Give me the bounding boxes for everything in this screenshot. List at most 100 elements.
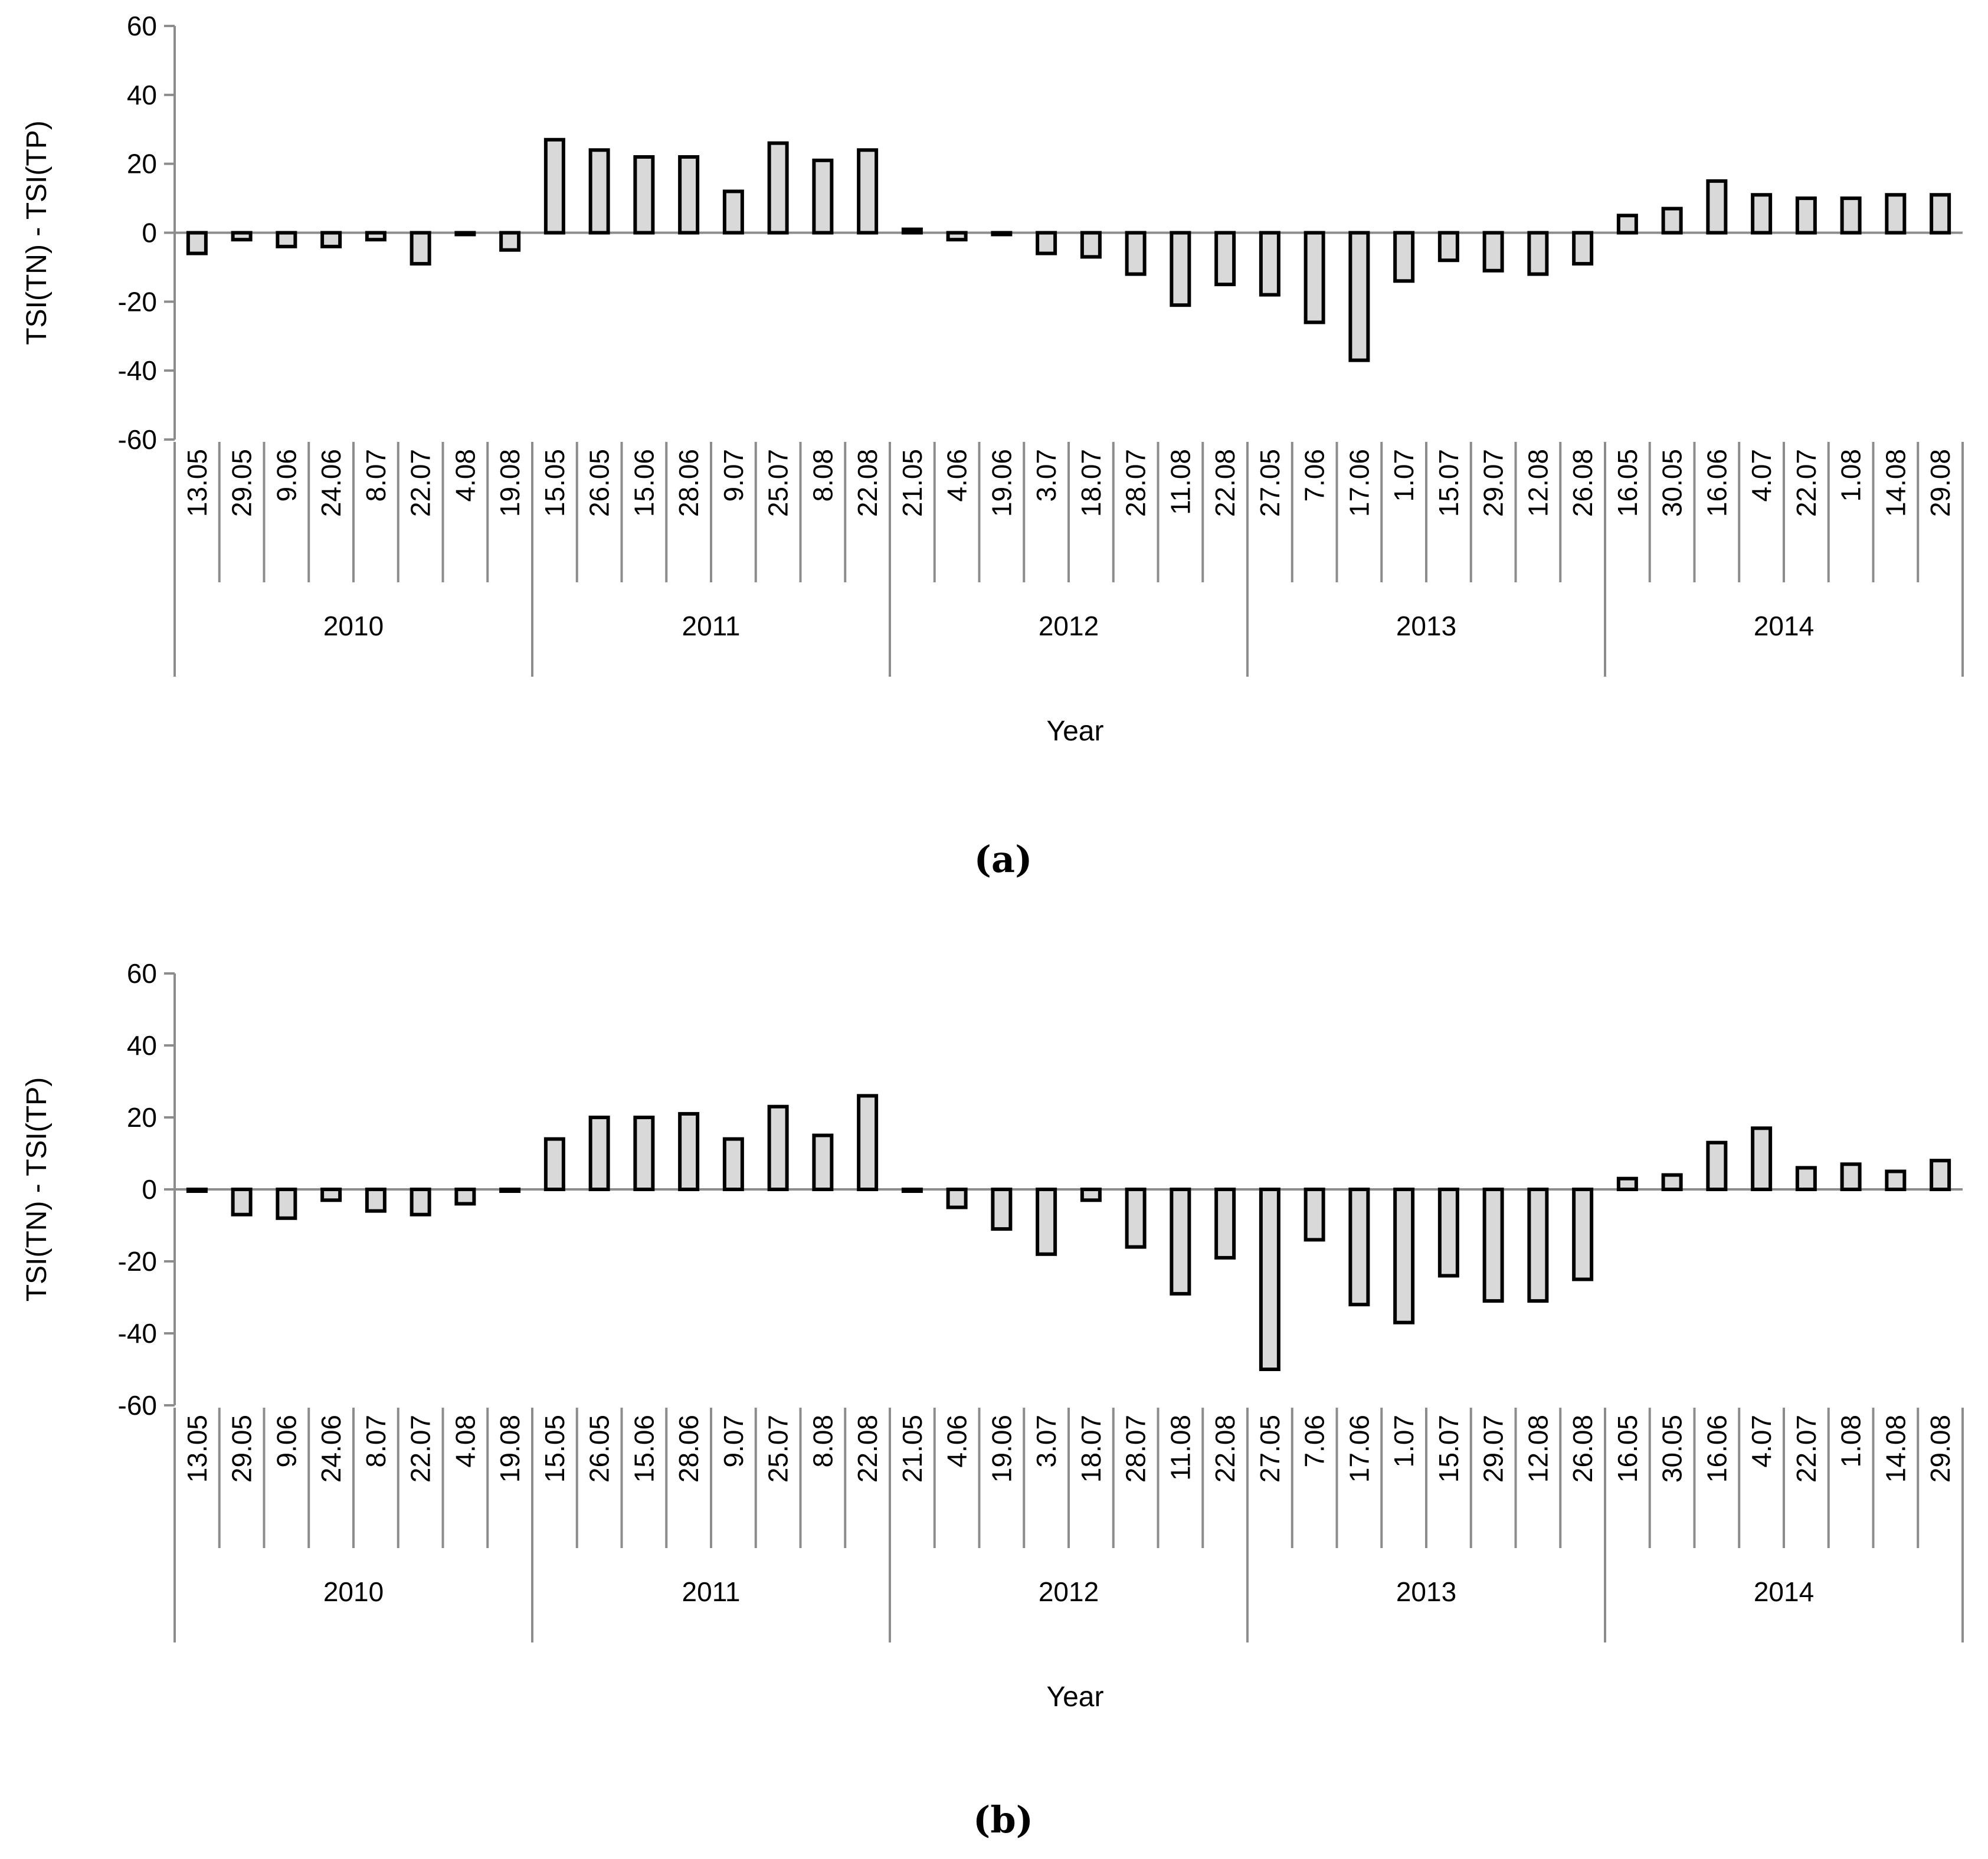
bar-2012-22.08 (1214, 1188, 1236, 1260)
bar-2014-4.07 (1751, 1126, 1773, 1192)
x-category-label: 21.05 (897, 1415, 928, 1483)
bar-2012-11.08 (1170, 1188, 1191, 1296)
x-category-label: 11.08 (1165, 1415, 1196, 1481)
bar-2012-18.07 (1080, 231, 1102, 259)
bar-2012-21.05 (901, 227, 923, 235)
x-category-label: 1.08 (1836, 1415, 1866, 1468)
x-category-label: 29.05 (227, 1415, 257, 1483)
bar-2013-26.08 (1572, 231, 1594, 266)
bar-2014-1.08 (1840, 1162, 1862, 1192)
x-category-label: 4.07 (1746, 1415, 1777, 1468)
x-category-label: 18.07 (1076, 1415, 1106, 1483)
bar-2011-26.05 (588, 148, 610, 235)
x-category-label: 15.07 (1433, 449, 1464, 517)
x-category-label: 13.05 (182, 449, 212, 517)
year-group-label: 2014 (1754, 611, 1814, 641)
y-tick-label: 60 (127, 958, 157, 989)
x-category-label: 29.08 (1925, 449, 1956, 517)
x-category-label: 26.05 (584, 449, 615, 517)
x-category-label: 9.06 (271, 1415, 302, 1468)
year-group-label: 2012 (1039, 611, 1099, 641)
bar-2014-16.05 (1616, 1176, 1638, 1191)
y-tick-label: -60 (118, 1390, 157, 1421)
year-group-label: 2014 (1754, 1576, 1814, 1607)
x-category-label: 30.05 (1657, 449, 1688, 517)
x-category-label: 29.05 (227, 449, 257, 517)
bar-2014-14.08 (1885, 193, 1907, 235)
x-category-label: 4.06 (942, 449, 972, 502)
bar-2010-29.05 (231, 231, 253, 242)
bar-2012-18.07 (1080, 1188, 1102, 1202)
x-category-label: 13.05 (182, 1415, 212, 1483)
x-category-label: 16.06 (1701, 449, 1732, 517)
bar-2013-27.05 (1259, 1188, 1280, 1371)
y-tick-label: 40 (127, 1030, 157, 1061)
x-category-label: 9.06 (271, 449, 302, 502)
bar-2010-19.08 (499, 231, 521, 252)
x-category-label: 9.07 (718, 449, 749, 502)
bar-2011-22.08 (857, 1094, 879, 1192)
year-group-label: 2011 (682, 611, 741, 641)
y-tick-label: 40 (127, 80, 157, 110)
bar-2011-9.07 (722, 1137, 744, 1191)
bar-2013-29.07 (1482, 1188, 1504, 1303)
x-category-label: 27.05 (1255, 449, 1285, 517)
bar-2013-17.06 (1348, 1188, 1370, 1307)
x-category-label: 29.08 (1925, 1415, 1956, 1483)
x-category-label: 28.07 (1121, 1415, 1151, 1483)
bar-2013-26.08 (1572, 1188, 1594, 1281)
y-tick-label: -20 (118, 286, 157, 317)
y-axis-title: TSI(TN) - TSI(TP) (21, 120, 53, 345)
bar-2010-22.07 (410, 1188, 431, 1217)
bar-2012-4.06 (946, 1188, 968, 1209)
x-category-label: 30.05 (1657, 1415, 1688, 1483)
y-tick-label: 0 (142, 218, 157, 248)
bar-2014-16.06 (1706, 1140, 1728, 1191)
bar-2014-16.06 (1706, 179, 1728, 235)
x-category-label: 11.08 (1165, 449, 1196, 515)
x-category-label: 3.07 (1031, 1415, 1062, 1468)
y-tick-label: 20 (127, 149, 157, 179)
x-category-label: 17.06 (1344, 449, 1374, 517)
x-category-label: 24.06 (316, 449, 346, 517)
bar-2014-1.08 (1840, 196, 1862, 235)
x-category-label: 25.07 (763, 449, 794, 517)
year-group-label: 2011 (682, 1576, 741, 1607)
bar-2010-22.07 (410, 231, 431, 266)
chart-panel-b: 60 40 20 0 -20 -40 -60 13.05 29.05 9.06 24.06 8.07 2… (21, 958, 1964, 1841)
bar-2010-19.08 (499, 1188, 521, 1193)
x-category-label: 27.05 (1255, 1415, 1285, 1483)
x-category-label: 19.08 (494, 1415, 525, 1483)
bar-2011-28.06 (678, 155, 700, 235)
x-category-label: 3.07 (1031, 449, 1062, 502)
bar-2014-30.05 (1661, 1173, 1683, 1191)
y-tick-label: 20 (127, 1102, 157, 1133)
y-tick-label: -60 (118, 424, 157, 455)
bar-2013-15.07 (1437, 231, 1459, 263)
y-tick-label: 60 (127, 11, 157, 41)
x-category-label: 14.08 (1880, 449, 1911, 517)
x-category-label: 26.08 (1567, 1415, 1598, 1483)
bar-2012-4.06 (946, 231, 968, 242)
x-category-label: 22.08 (852, 449, 883, 517)
bar-2013-27.05 (1259, 231, 1280, 297)
x-category-label: 16.05 (1612, 1415, 1643, 1483)
x-category-label: 26.05 (584, 1415, 615, 1483)
bar-2011-8.08 (812, 1133, 834, 1191)
bar-2014-14.08 (1885, 1169, 1907, 1191)
bar-2014-4.07 (1751, 193, 1773, 235)
bar-2011-22.08 (857, 148, 879, 235)
bar-2010-4.08 (454, 231, 476, 237)
x-category-label: 19.06 (986, 1415, 1017, 1483)
x-category-label: 21.05 (897, 449, 928, 517)
x-category-label: 28.07 (1121, 449, 1151, 517)
bar-2013-29.07 (1482, 231, 1504, 273)
bar-2013-1.07 (1393, 1188, 1415, 1324)
panel-label: (b) (973, 1798, 1033, 1841)
x-category-label: 4.08 (450, 449, 480, 502)
bar-2010-8.07 (365, 1188, 387, 1213)
x-category-label: 14.08 (1880, 1415, 1911, 1483)
bar-2011-15.06 (633, 1116, 655, 1191)
x-category-label: 22.08 (852, 1415, 883, 1483)
